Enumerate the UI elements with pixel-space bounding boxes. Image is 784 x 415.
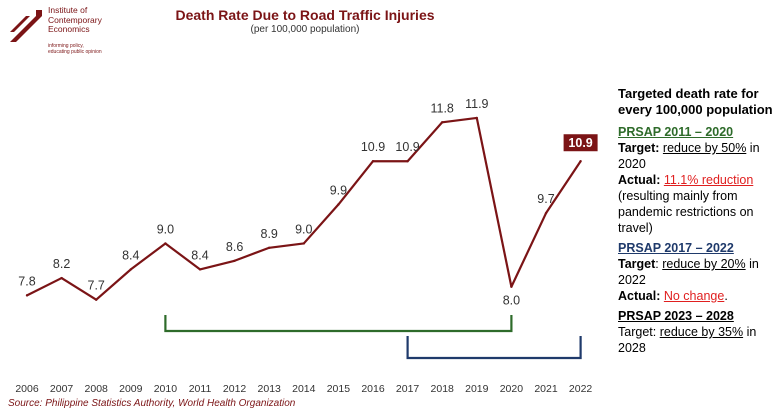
x-tick-label: 2006	[15, 383, 39, 395]
prsap-2017-title: PRSAP 2017 – 2022	[618, 241, 734, 255]
targets-panel: Targeted death rate for every 100,000 po…	[618, 86, 780, 358]
x-tick-label: 2020	[500, 383, 524, 395]
target-label: Target:	[618, 141, 660, 155]
data-label: 7.7	[88, 279, 105, 293]
logo-mark-icon	[10, 10, 42, 42]
data-label: 9.0	[295, 222, 312, 236]
chart-subtitle: (per 100,000 population)	[250, 24, 360, 35]
data-label: 9.0	[157, 222, 174, 236]
data-label: 11.9	[465, 97, 488, 111]
data-label: 10.9	[361, 140, 385, 154]
data-label: 9.7	[537, 192, 554, 206]
data-label: 10.9	[395, 140, 419, 154]
prsap-2023-section: PRSAP 2023 – 2028 Target: reduce by 35% …	[618, 308, 780, 356]
target-year: in 2022	[618, 257, 759, 287]
data-label: 9.9	[330, 184, 347, 198]
data-label: 7.8	[18, 274, 35, 288]
actual-value: 11.1% reduction	[663, 173, 754, 187]
data-label: 8.0	[503, 294, 520, 308]
data-point	[164, 242, 167, 245]
data-point	[337, 203, 340, 206]
x-tick-label: 2007	[50, 383, 74, 395]
x-tick-label: 2014	[292, 383, 316, 395]
target-year: in 2028	[618, 325, 757, 355]
target-value: reduce by 50%	[662, 141, 747, 155]
line-chart: 7.8 8.2 7.7 8.4 9.0 8.4 8.6 8.9 9.0 9.9 10.9 10.9 11…	[15, 97, 598, 395]
data-point	[129, 268, 132, 271]
actual-label: Actual:	[618, 289, 661, 303]
highlight-box	[563, 134, 598, 152]
data-label: 8.4	[122, 248, 139, 262]
logo: Institute of Contemporary Economics info…	[8, 4, 128, 55]
data-point	[268, 246, 271, 249]
x-tick-label: 2011	[189, 383, 212, 395]
x-tick-label: 2012	[223, 383, 247, 395]
data-point	[233, 259, 236, 262]
prsap-2011-section: PRSAP 2011 – 2020 Target: reduce by 50% …	[618, 124, 780, 236]
data-point	[475, 116, 478, 120]
prsap-2011-title: PRSAP 2011 – 2020	[618, 125, 734, 139]
chart-source: Source: Philippine Statistics Authority,…	[8, 398, 296, 409]
x-tick-label: 2008	[85, 383, 109, 395]
data-point	[60, 276, 63, 280]
panel-heading: Targeted death rate for every 100,000 po…	[618, 86, 773, 117]
x-tick-label: 2019	[465, 383, 489, 395]
data-point	[544, 211, 548, 215]
data-label: 8.9	[261, 227, 278, 241]
x-tick-label: 2013	[258, 383, 282, 395]
prsap-2023-title: PRSAP 2023 – 2028	[618, 309, 734, 323]
data-label: 10.9	[568, 136, 592, 150]
actual-label: Actual:	[618, 173, 661, 187]
x-tick-label: 2017	[396, 383, 420, 395]
data-label: 8.6	[226, 240, 243, 254]
data-label: 8.2	[53, 257, 70, 271]
prsap-2017-section: PRSAP 2017 – 2022 Target: reduce by 20% …	[618, 240, 780, 304]
target-value: reduce by 20%	[662, 257, 746, 271]
data-point	[25, 294, 29, 297]
period-bracket	[164, 315, 513, 333]
data-point	[579, 160, 582, 163]
data-point	[198, 268, 202, 271]
x-tick-label: 2021	[534, 383, 558, 395]
x-tick-label: 2010	[154, 383, 178, 395]
actual-value: No change	[663, 289, 725, 303]
data-label: 8.4	[191, 248, 208, 262]
period-bracket	[406, 336, 582, 360]
logo-name: Institute of Contemporary Economics	[48, 5, 102, 34]
data-point	[406, 160, 409, 163]
x-tick-label: 2015	[327, 383, 351, 395]
series-line	[26, 116, 582, 301]
target-year: in 2020	[618, 141, 760, 171]
data-point	[441, 121, 444, 124]
chart-title: Death Rate Due to Road Traffic Injuries	[175, 7, 435, 23]
target-label: Target:	[618, 325, 657, 339]
target-label: Target	[618, 257, 656, 271]
x-tick-label: 2009	[119, 383, 143, 395]
data-point	[302, 242, 305, 245]
x-tick-label: 2022	[569, 383, 593, 395]
data-point	[371, 160, 375, 163]
actual-note: (resulting mainly from pandemic restrict…	[618, 189, 754, 235]
data-point	[95, 298, 98, 301]
logo-tagline: informing policy, educating public opini…	[48, 43, 102, 55]
data-point	[510, 285, 513, 288]
data-label: 11.8	[430, 101, 453, 115]
x-tick-label: 2018	[431, 383, 455, 395]
x-tick-label: 2016	[361, 383, 385, 395]
target-value: reduce by 35%	[659, 325, 744, 339]
